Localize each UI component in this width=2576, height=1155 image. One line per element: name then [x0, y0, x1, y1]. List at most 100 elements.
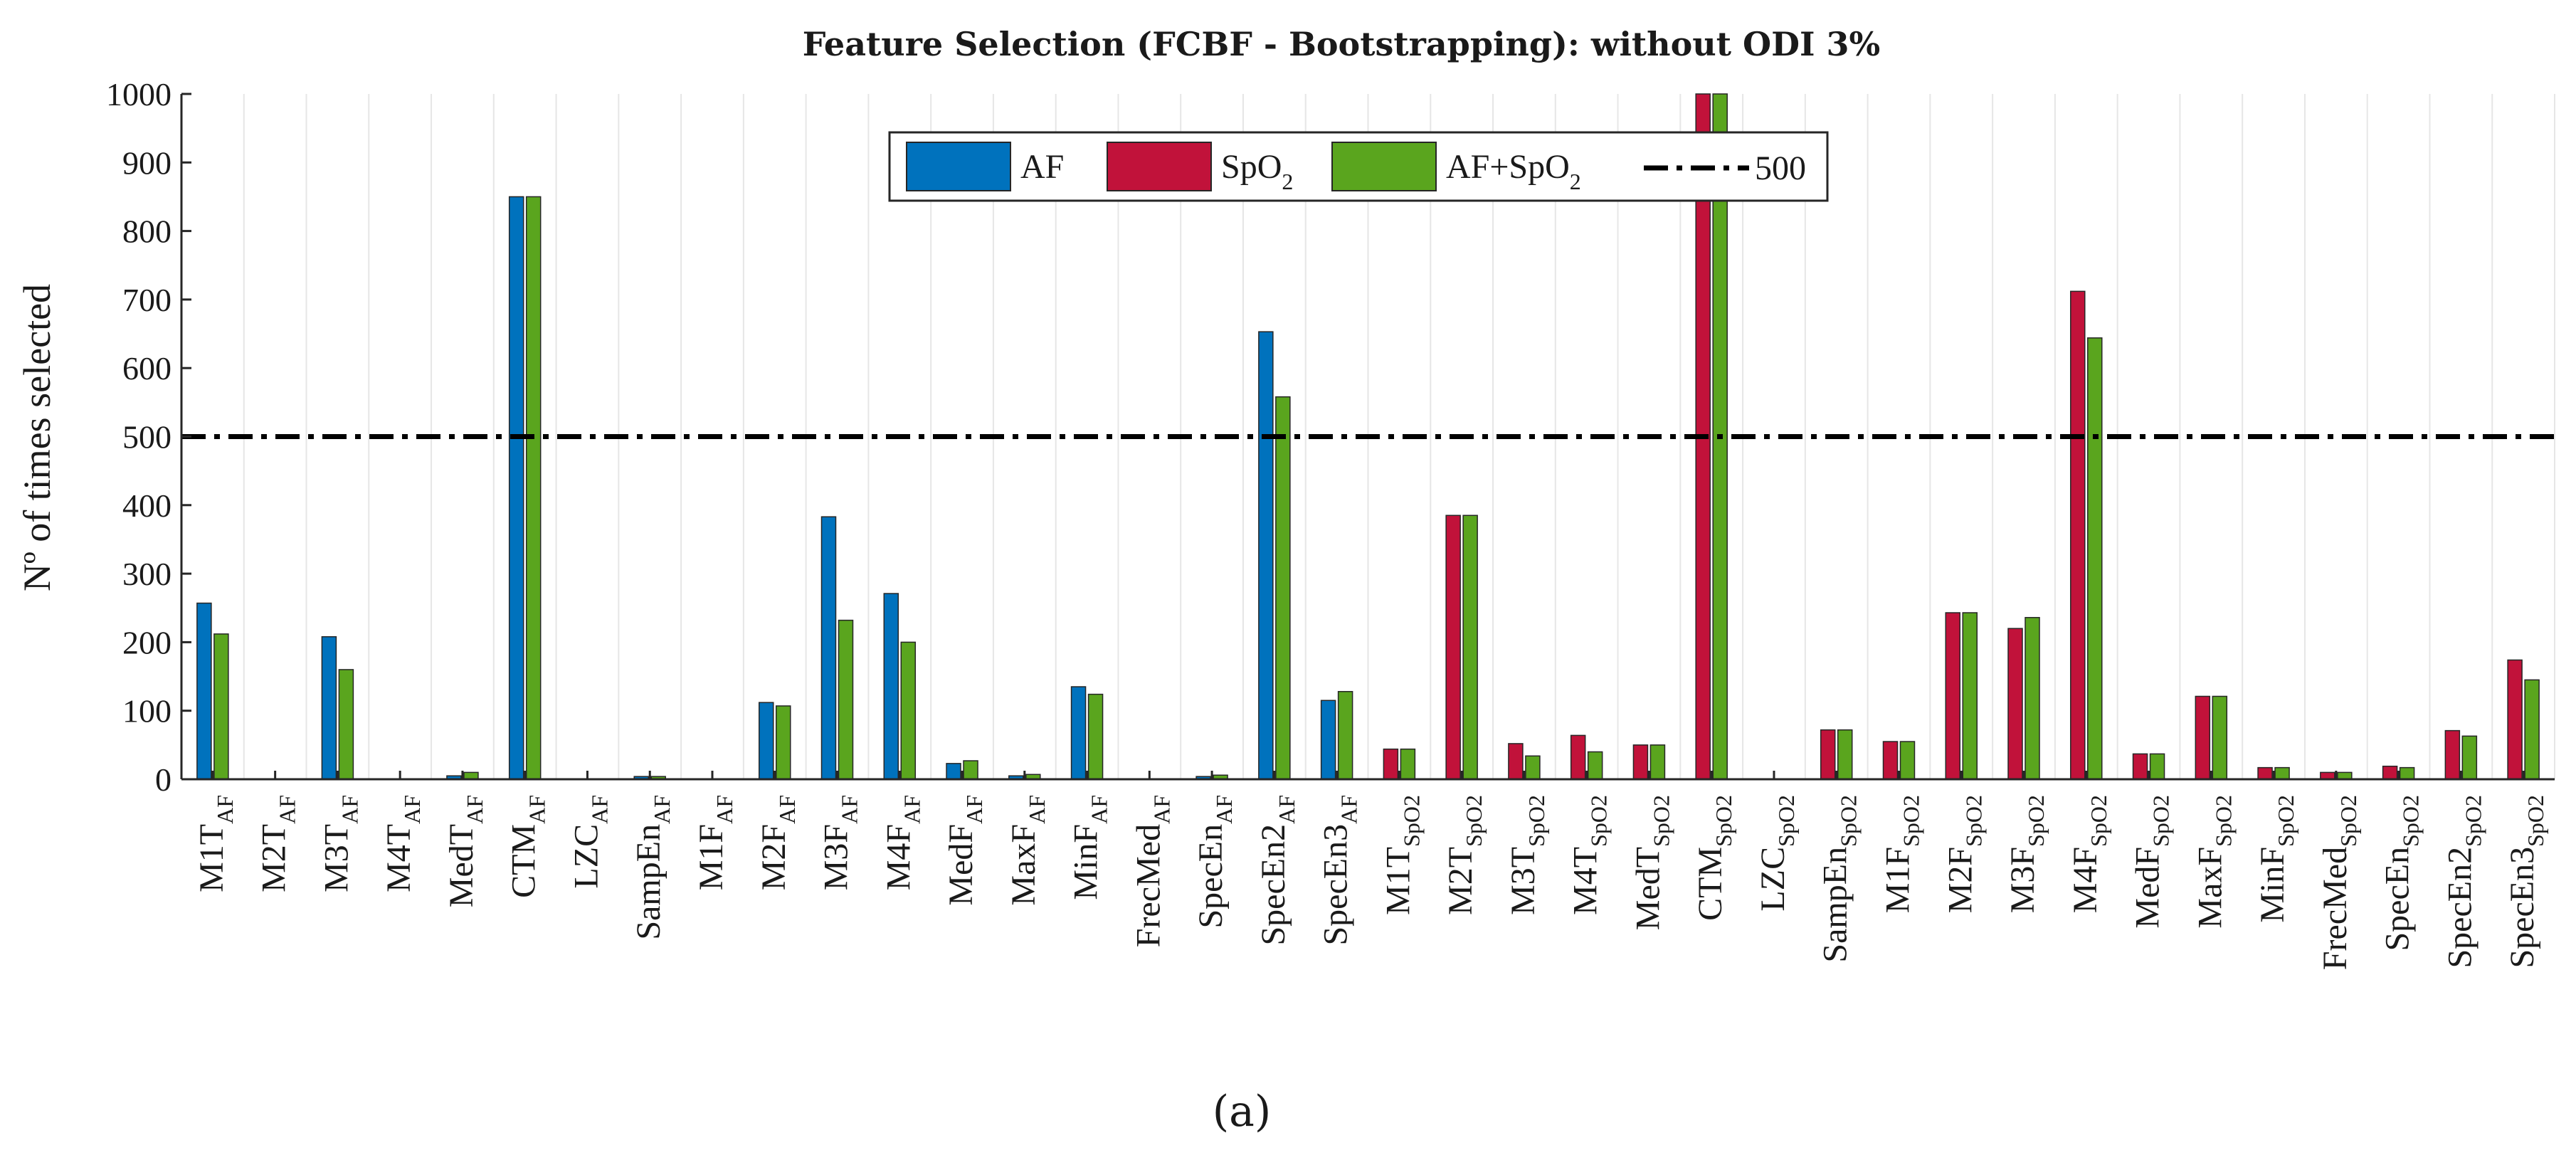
- x-tick-label-base: SpecEn2: [2441, 847, 2479, 969]
- legend-label-af-spo2: AF+SpO2: [1446, 148, 1581, 194]
- x-tick-label-subscript: AF: [337, 795, 362, 824]
- x-tick-label-subscript: AF: [1087, 795, 1112, 824]
- bar-spo-29: [2007, 628, 2023, 780]
- legend-swatch-af-spo2: [1331, 142, 1437, 191]
- x-tick-label: MedTSpO2: [1629, 795, 1674, 930]
- x-tick-label-subscript: AF: [275, 795, 300, 824]
- y-tick-label: 700: [122, 282, 171, 318]
- x-tick-label-subscript: AF: [649, 795, 675, 824]
- x-tick-label-subscript: SpO2: [2086, 795, 2111, 847]
- x-tick-label-base: MedT: [443, 824, 480, 907]
- x-tick-label: M4FAF: [880, 795, 924, 890]
- x-tick-label-subscript: SpO2: [2148, 795, 2174, 847]
- x-tick-label-subscript: SpO2: [1461, 795, 1487, 847]
- x-tick-label-base: M2F: [755, 824, 793, 890]
- x-tick-label-subscript: AF: [586, 795, 612, 824]
- legend-label-af-spo2-name: AF+SpO: [1446, 148, 1570, 186]
- x-tick-label-subscript: SpO2: [1898, 795, 1923, 847]
- x-tick-label: SampEnSpO2: [1817, 795, 1862, 963]
- y-tick-labels: 0 100 200 300 400 500 600 700 800 900 1000: [106, 76, 171, 798]
- x-tick-label-base: CTM: [1691, 847, 1729, 921]
- bar-af-spo-30: [2087, 337, 2103, 780]
- y-tick-label: 1000: [106, 76, 171, 112]
- bar-af-11: [883, 593, 899, 780]
- bar-spo-36: [2444, 729, 2461, 780]
- bar-af-spo-37: [2524, 679, 2540, 780]
- x-tick-label: SpecEn3SpO2: [2503, 795, 2548, 969]
- x-tick-label-base: MedT: [1629, 847, 1667, 930]
- y-tick-label: 200: [122, 624, 171, 660]
- bar-spo-27: [1882, 741, 1899, 780]
- bar-af-5: [508, 196, 524, 780]
- bar-af-spo-28: [1962, 612, 1978, 780]
- x-tick-label: SpecEnSpO2: [2379, 795, 2424, 951]
- x-tick-label-base: MinF: [2254, 847, 2291, 923]
- x-tick-label-base: SampEn: [630, 824, 667, 940]
- y-tick-label: 100: [122, 693, 171, 729]
- legend-label-reference: 500: [1755, 149, 1806, 187]
- x-tick-label: M3FAF: [818, 795, 862, 890]
- x-tick-label-subscript: SpO2: [1836, 795, 1862, 847]
- bar-af-10: [820, 516, 837, 780]
- x-tick-label-base: M1T: [193, 824, 231, 892]
- x-tick-label-base: SpecEn: [1192, 824, 1230, 929]
- bar-spo-37: [2507, 659, 2523, 780]
- y-tick-label: 900: [122, 144, 171, 181]
- x-tick-label: M3TAF: [317, 795, 362, 892]
- x-tick-label: SampEnAF: [630, 795, 675, 940]
- x-tick-label-subscript: AF: [462, 795, 487, 824]
- x-tick-label: M4FSpO2: [2066, 795, 2111, 913]
- bar-af-spo-21: [1525, 755, 1541, 780]
- x-tick-label-subscript: AF: [899, 795, 924, 824]
- legend-label-af-name: AF: [1020, 148, 1064, 186]
- x-tick-labels: M1TAFM2TAFM3TAFM4TAFMedTAFCTMAFLZCAFSamp…: [193, 795, 2548, 970]
- x-tick-label-subscript: SpO2: [1711, 795, 1736, 847]
- x-tick-label: SpecEn3AF: [1317, 795, 1362, 946]
- bar-af-spo-33: [2274, 766, 2290, 780]
- x-tick-label-base: MaxF: [1005, 824, 1042, 906]
- x-tick-label-base: M2T: [1442, 847, 1479, 915]
- x-tick-label-base: FrecMed: [1129, 824, 1167, 947]
- x-tick-label-subscript: AF: [212, 795, 238, 824]
- legend-label-af-spo2-subscript: 2: [1570, 169, 1581, 194]
- x-tick-label-subscript: AF: [1149, 795, 1174, 824]
- x-tick-label: SpecEn2SpO2: [2441, 795, 2486, 969]
- x-tick-label-subscript: AF: [961, 795, 987, 824]
- bar-af-spo-27: [1899, 741, 1916, 780]
- x-tick-label-base: M2T: [255, 824, 293, 892]
- x-tick-label: CTMSpO2: [1691, 795, 1736, 921]
- x-tick-label-base: M1T: [1379, 847, 1417, 915]
- y-tick-label: 600: [122, 350, 171, 386]
- x-tick-label-subscript: AF: [1274, 795, 1299, 824]
- bar-af-spo-10: [838, 619, 854, 780]
- bar-af-spo-19: [1400, 748, 1416, 780]
- x-tick-label-subscript: SpO2: [2023, 795, 2049, 847]
- legend: AF SpO2 AF+SpO2 500: [888, 131, 1829, 202]
- x-tick-label-subscript: SpO2: [1960, 795, 1986, 847]
- x-tick-label: M3FSpO2: [2004, 795, 2049, 913]
- x-tick-label: LZCAF: [567, 795, 612, 889]
- y-tick-label: 300: [122, 556, 171, 592]
- x-tick-label-subscript: SpO2: [1398, 795, 1424, 847]
- x-tick-label-base: M3T: [1504, 847, 1542, 915]
- x-tick-label-base: LZC: [567, 824, 605, 889]
- x-tick-label: M1FAF: [692, 795, 737, 890]
- bar-spo-31: [2132, 753, 2148, 780]
- legend-swatch-spo2: [1107, 142, 1212, 191]
- bar-af-spo-17: [1275, 396, 1291, 780]
- bar-spo-26: [1820, 729, 1836, 780]
- y-tick-label: 500: [122, 419, 171, 455]
- x-tick-label: M3TSpO2: [1504, 795, 1549, 915]
- x-tick-label-base: MaxF: [2191, 847, 2229, 929]
- x-tick-label: MedTAF: [443, 795, 487, 907]
- bar-spo-19: [1383, 748, 1399, 780]
- bar-af-spo-35: [2399, 766, 2415, 780]
- x-tick-label-base: LZC: [1754, 847, 1792, 912]
- x-tick-label: LZCSpO2: [1754, 795, 1799, 912]
- x-tick-label-subscript: SpO2: [2335, 795, 2361, 847]
- x-tick-label-base: M1F: [1879, 847, 1916, 913]
- y-tick-label: 0: [155, 761, 171, 798]
- x-tick-label-base: SampEn: [1817, 847, 1854, 963]
- x-tick-label-base: M3F: [2004, 847, 2042, 913]
